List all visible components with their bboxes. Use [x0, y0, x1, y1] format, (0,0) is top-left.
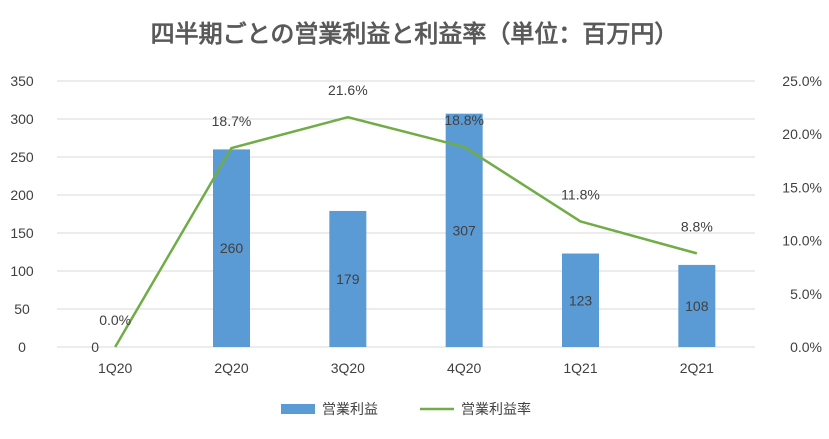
x-tick-label: 2Q21	[680, 360, 714, 376]
bar-data-labels: 0 260 179 307 123 108	[91, 222, 708, 355]
left-axis: 0 50 100 150 200 250 300 350	[10, 73, 34, 355]
legend-bar-swatch	[281, 404, 315, 414]
right-tick-label: 20.0%	[782, 126, 822, 142]
bar-series	[213, 113, 716, 348]
legend-bar-label: 営業利益	[322, 402, 378, 418]
right-tick-label: 15.0%	[782, 179, 822, 195]
legend: 営業利益 営業利益率	[281, 401, 531, 418]
left-tick-label: 100	[10, 263, 34, 279]
right-tick-label: 25.0%	[782, 73, 822, 89]
bar-value-label: 108	[685, 298, 709, 314]
x-axis: 1Q20 2Q20 3Q20 4Q20 1Q21 2Q21	[98, 360, 714, 376]
x-tick-label: 2Q20	[214, 360, 248, 376]
line-data-labels: 0.0% 18.7% 21.6% 18.8% 11.8% 8.8%	[99, 82, 713, 328]
rate-value-label: 18.7%	[212, 113, 252, 129]
rate-value-label: 21.6%	[328, 82, 368, 98]
left-tick-label: 250	[10, 149, 34, 165]
x-tick-label: 1Q20	[98, 360, 132, 376]
x-tick-label: 1Q21	[563, 360, 597, 376]
chart-title: 四半期ごとの営業利益と利益率（単位：百万円）	[151, 20, 679, 48]
left-tick-label: 350	[10, 73, 34, 89]
legend-line-label: 営業利益率	[461, 401, 531, 418]
right-tick-label: 5.0%	[790, 286, 822, 302]
left-tick-label: 200	[10, 187, 34, 203]
left-tick-label: 50	[14, 301, 30, 317]
bar-value-label: 123	[569, 292, 593, 308]
right-axis: 0.0% 5.0% 10.0% 15.0% 20.0% 25.0%	[782, 73, 822, 355]
bar-value-label: 0	[91, 339, 99, 355]
gridlines	[57, 80, 755, 348]
profit-rate-line	[114, 115, 698, 348]
bar-value-label: 260	[220, 240, 244, 256]
rate-value-label: 8.8%	[681, 218, 713, 234]
bar-2Q20	[213, 149, 250, 347]
rate-value-label: 0.0%	[99, 312, 131, 328]
rate-value-label: 11.8%	[561, 186, 600, 202]
bar-1Q21	[562, 253, 599, 347]
right-tick-label: 0.0%	[790, 339, 822, 355]
rate-value-label: 18.8%	[444, 112, 484, 128]
bar-value-label: 179	[336, 271, 360, 287]
bar-value-label: 307	[452, 222, 476, 238]
right-tick-label: 10.0%	[782, 233, 822, 249]
left-tick-label: 0	[18, 339, 26, 355]
left-tick-label: 300	[10, 111, 34, 127]
bar-4Q20	[445, 113, 483, 348]
bar-2Q21	[678, 264, 716, 347]
left-tick-label: 150	[10, 225, 34, 241]
line-series	[114, 115, 698, 348]
x-tick-label: 3Q20	[331, 360, 365, 376]
bar-3Q20	[329, 210, 367, 347]
x-tick-label: 4Q20	[447, 360, 481, 376]
